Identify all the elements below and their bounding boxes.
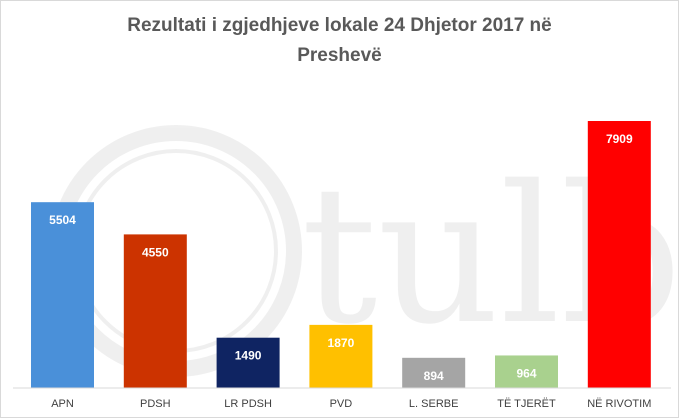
x-tick-label: APN	[51, 398, 74, 410]
x-tick-label: PVD	[330, 398, 353, 410]
data-label: 4550	[142, 245, 169, 259]
x-tick-label: PDSH	[140, 398, 171, 410]
bar-lr-pdsh	[216, 337, 280, 388]
bar-apn	[31, 202, 94, 388]
data-label: 7909	[606, 132, 633, 146]
x-tick-label: LR PDSH	[224, 398, 272, 410]
bar-l-serbe	[402, 357, 466, 388]
data-label: 1490	[235, 349, 262, 363]
x-tick-label: TË TJERËT	[497, 398, 556, 410]
bars-layer: 5504 APN 4550 PDSH 1490 LR PDSH 1870 PVD 894 L. S…	[31, 121, 651, 410]
data-label: 894	[424, 369, 444, 383]
x-tick-label: L. SERBE	[409, 398, 459, 410]
chart-title-line-1: Rezultati i zgjedhjeve lokale 24 Dhjetor…	[127, 15, 552, 36]
data-label: 1870	[328, 336, 355, 350]
data-label: 964	[516, 366, 536, 380]
x-tick-label: NË RIVOTIM	[587, 398, 651, 410]
chart-title: Rezultati i zgjedhjeve lokale 24 Dhjetor…	[1, 11, 678, 71]
bar-pvd	[309, 324, 373, 388]
bar-të-tjerët	[495, 355, 558, 388]
chart-title-line-2: Preshevë	[297, 45, 382, 66]
bar-në-rivotim	[587, 121, 651, 388]
bar-pdsh	[123, 234, 187, 388]
data-label: 5504	[49, 213, 76, 227]
